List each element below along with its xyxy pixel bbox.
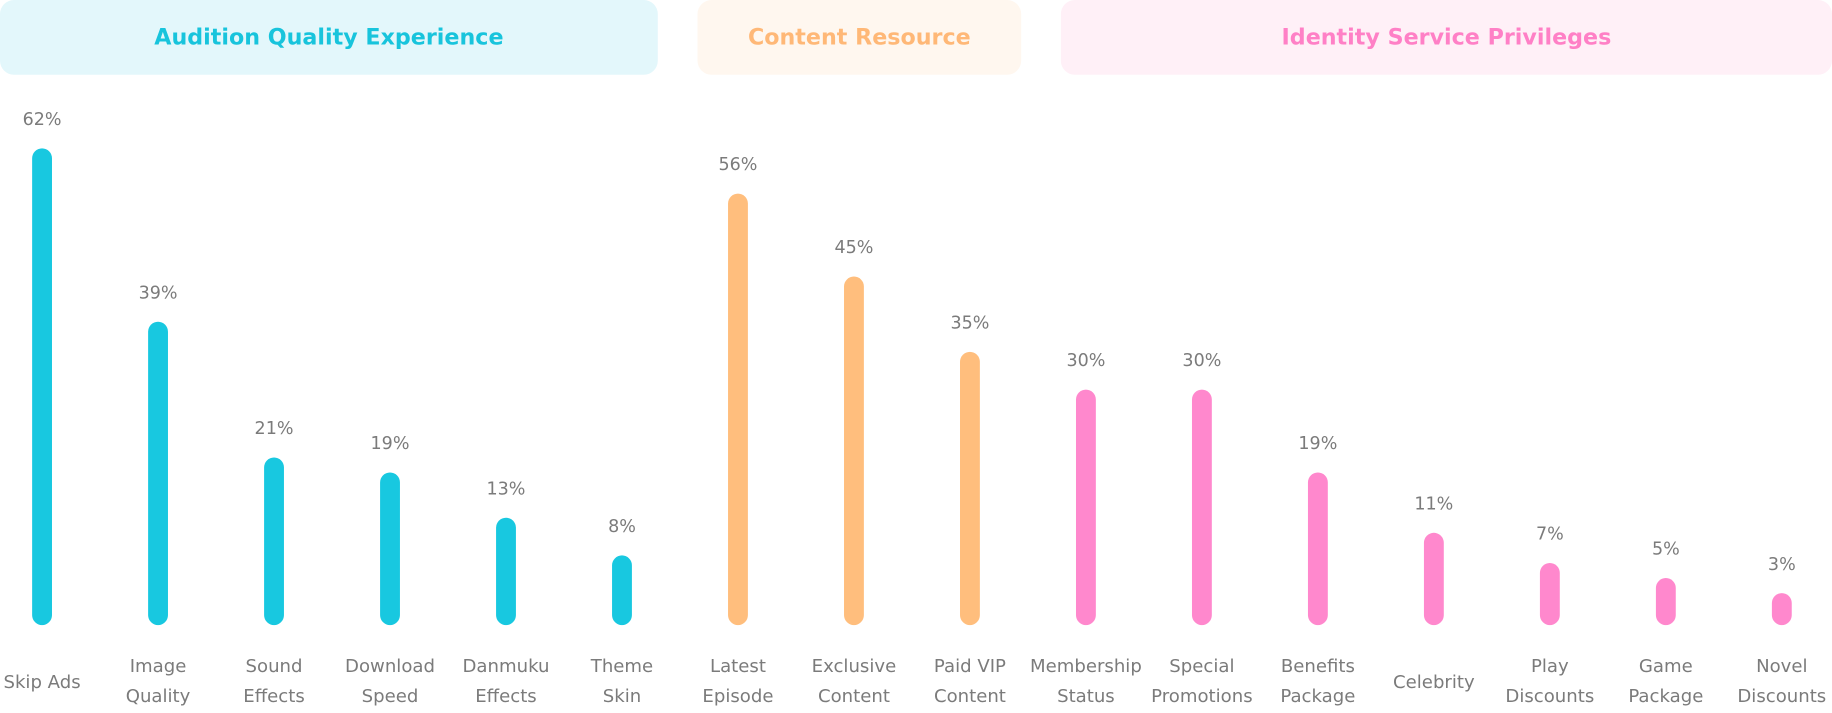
- bar-membership-status: [1075, 389, 1096, 626]
- group-header-content-resource: Content Resource: [697, 0, 1022, 75]
- category-label-special-promotions: Special Promotions: [1151, 656, 1253, 707]
- value-label-theme-skin: 8%: [608, 517, 636, 537]
- bar-play-discounts: [1539, 562, 1560, 626]
- value-label-exclusive-content: 45%: [834, 238, 873, 258]
- category-label-exclusive-content: Exclusive Content: [812, 656, 897, 707]
- group-header-identity-service: Identity Service Privileges: [1060, 0, 1832, 75]
- category-label-theme-skin: Theme Skin: [590, 656, 653, 707]
- category-label-paid-vip-content: Paid VIP Content: [934, 656, 1006, 707]
- bar-sound-effects: [264, 457, 284, 626]
- bar-game-package: [1655, 578, 1676, 626]
- category-label-danmuku-effects: Danmuku Effects: [463, 656, 550, 707]
- value-label-novel-discounts: 3%: [1768, 555, 1796, 575]
- value-label-image-quality: 39%: [139, 283, 178, 303]
- value-label-download-speed: 19%: [371, 434, 410, 454]
- bar-special-promotions: [1191, 389, 1212, 626]
- value-label-latest-episode: 56%: [718, 155, 757, 175]
- bar-danmuku-effects: [496, 517, 516, 626]
- value-label-celebrity: 11%: [1414, 494, 1453, 514]
- value-label-benefits-package: 19%: [1298, 434, 1337, 454]
- bar-latest-episode: [728, 193, 748, 626]
- bar-theme-skin: [612, 555, 632, 626]
- category-label-game-package: Game Package: [1628, 656, 1703, 707]
- category-label-latest-episode: Latest Episode: [702, 656, 773, 707]
- category-label-novel-discounts: Novel Discounts: [1737, 656, 1826, 707]
- bar-download-speed: [380, 472, 400, 626]
- group-header-audition-quality: Audition Quality Experience: [0, 0, 658, 75]
- bar-paid-vip-content: [960, 351, 980, 626]
- value-label-sound-effects: 21%: [255, 419, 294, 439]
- category-label-sound-effects: Sound Effects: [243, 656, 305, 707]
- category-label-celebrity: Celebrity: [1393, 672, 1475, 693]
- value-label-membership-status: 30%: [1066, 351, 1105, 371]
- value-label-paid-vip-content: 35%: [950, 314, 989, 334]
- value-label-game-package: 5%: [1652, 540, 1680, 560]
- bar-benefits-package: [1307, 472, 1328, 626]
- category-label-benefits-package: Benefits Package: [1280, 656, 1355, 707]
- value-label-play-discounts: 7%: [1536, 525, 1564, 545]
- category-label-image-quality: Image Quality: [126, 656, 191, 707]
- bar-skip-ads: [32, 148, 52, 626]
- category-label-membership-status: Membership Status: [1030, 656, 1142, 707]
- bar-celebrity: [1423, 532, 1444, 626]
- category-label-play-discounts: Play Discounts: [1505, 656, 1594, 707]
- value-label-special-promotions: 30%: [1182, 351, 1221, 371]
- value-label-skip-ads: 62%: [23, 110, 62, 130]
- category-label-download-speed: Download Speed: [345, 656, 435, 707]
- bar-image-quality: [148, 321, 168, 626]
- value-label-danmuku-effects: 13%: [487, 479, 526, 499]
- bar-exclusive-content: [844, 276, 864, 626]
- bar-novel-discounts: [1771, 593, 1792, 626]
- category-label-skip-ads: Skip Ads: [3, 672, 80, 693]
